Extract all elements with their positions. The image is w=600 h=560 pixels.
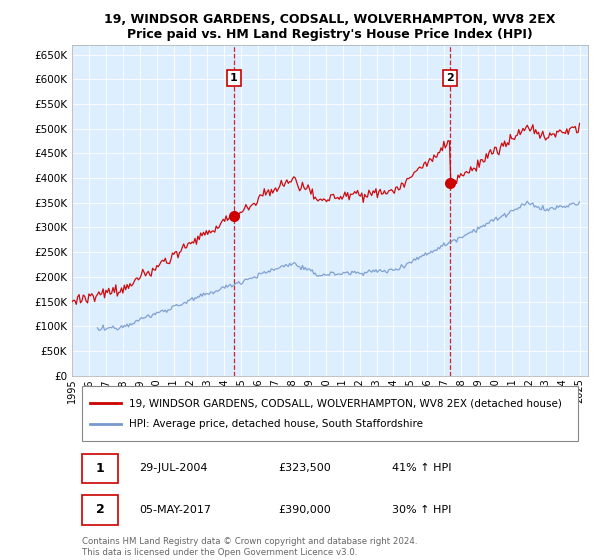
Text: 05-MAY-2017: 05-MAY-2017	[139, 505, 211, 515]
Text: 41% ↑ HPI: 41% ↑ HPI	[392, 463, 451, 473]
FancyBboxPatch shape	[82, 386, 578, 441]
Text: 2: 2	[96, 503, 105, 516]
Title: 19, WINDSOR GARDENS, CODSALL, WOLVERHAMPTON, WV8 2EX
Price paid vs. HM Land Regi: 19, WINDSOR GARDENS, CODSALL, WOLVERHAMP…	[104, 13, 556, 41]
Text: 19, WINDSOR GARDENS, CODSALL, WOLVERHAMPTON, WV8 2EX (detached house): 19, WINDSOR GARDENS, CODSALL, WOLVERHAMP…	[129, 398, 562, 408]
Text: 1: 1	[96, 462, 105, 475]
Text: HPI: Average price, detached house, South Staffordshire: HPI: Average price, detached house, Sout…	[129, 419, 423, 429]
Text: Contains HM Land Registry data © Crown copyright and database right 2024.
This d: Contains HM Land Registry data © Crown c…	[82, 536, 418, 557]
Text: £390,000: £390,000	[278, 505, 331, 515]
Text: 29-JUL-2004: 29-JUL-2004	[139, 463, 208, 473]
FancyBboxPatch shape	[82, 454, 118, 483]
Text: £323,500: £323,500	[278, 463, 331, 473]
Text: 1: 1	[230, 73, 238, 83]
FancyBboxPatch shape	[82, 495, 118, 525]
Text: 2: 2	[446, 73, 454, 83]
Text: 30% ↑ HPI: 30% ↑ HPI	[392, 505, 451, 515]
